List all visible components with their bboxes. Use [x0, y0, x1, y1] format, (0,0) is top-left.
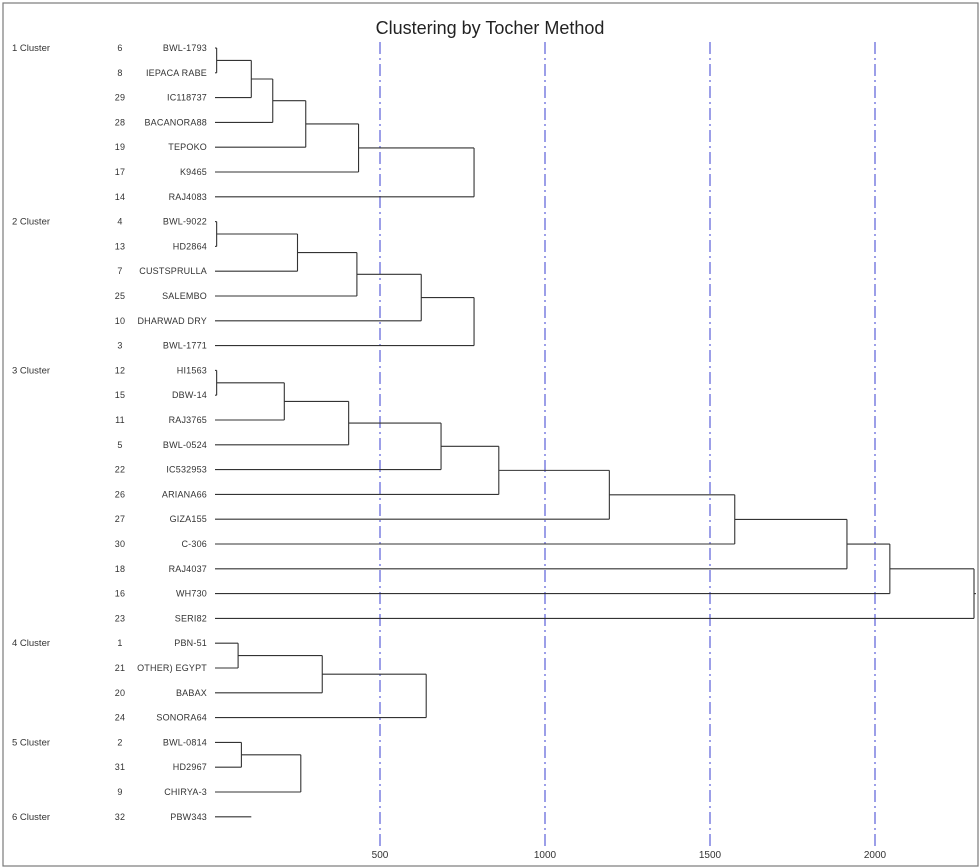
leaf-name: IC532953 [166, 465, 207, 475]
leaf-name: TEPOKO [168, 142, 207, 152]
leaf-id: 9 [117, 787, 122, 797]
leaf-name: GIZA155 [170, 514, 207, 524]
leaf-name: IEPACA RABE [146, 68, 207, 78]
leaf-name: RAJ4037 [169, 564, 207, 574]
cluster-label: 5 Cluster [12, 737, 50, 748]
leaf-id: 15 [115, 390, 125, 400]
leaf-id: 12 [115, 365, 125, 375]
leaf-id: 11 [115, 415, 125, 425]
leaf-id: 7 [117, 266, 122, 276]
leaf-name: WH730 [176, 589, 207, 599]
leaf-name: BACANORA88 [144, 117, 207, 127]
leaf-id: 24 [115, 713, 125, 723]
cluster-label: 4 Cluster [12, 638, 50, 649]
leaf-id: 4 [117, 217, 122, 227]
leaf-id: 8 [117, 68, 122, 78]
leaf-id: 27 [115, 514, 125, 524]
leaf-id: 23 [115, 613, 125, 623]
leaf-id: 20 [115, 688, 125, 698]
leaf-id: 3 [117, 341, 122, 351]
grid-lines [379, 42, 876, 848]
leaf-name: CHIRYA-3 [164, 787, 207, 797]
x-tick-label-1000: 1000 [534, 850, 557, 861]
chart-title: Clustering by Tocher Method [376, 18, 605, 38]
leaf-name: RAJ3765 [169, 415, 207, 425]
leaf-name: HD2967 [173, 762, 207, 772]
leaf-name: PBW343 [170, 812, 207, 822]
leaf-name: BWL-0524 [163, 440, 207, 450]
leaf-name: SALEMBO [162, 291, 207, 301]
leaf-name: OTHER) EGYPT [137, 663, 207, 673]
leaf-name: IC118737 [167, 93, 207, 103]
leaf-id: 29 [115, 93, 125, 103]
leaf-name: DHARWAD DRY [137, 316, 207, 326]
cluster-label: 3 Cluster [12, 365, 50, 376]
leaf-id: 21 [115, 663, 125, 673]
leaf-name: ARIANA66 [162, 489, 207, 499]
leaf-id: 31 [115, 762, 125, 772]
leaf-id: 6 [117, 43, 122, 53]
leaf-name: C-306 [181, 539, 207, 549]
leaf-id: 22 [115, 465, 125, 475]
leaf-name: BWL-1771 [163, 341, 207, 351]
leaf-name: SONORA64 [156, 713, 207, 723]
leaf-name: CUSTSPRULLA [139, 266, 207, 276]
leaf-name: HI1563 [177, 365, 207, 375]
x-tick-label-500: 500 [372, 850, 389, 861]
x-tick-label-1500: 1500 [699, 850, 722, 861]
leaf-id: 1 [117, 638, 122, 648]
leaf-name: PBN-51 [174, 638, 207, 648]
leaf-name: BWL-0814 [163, 737, 207, 747]
leaf-id: 19 [115, 142, 125, 152]
leaf-id: 18 [115, 564, 125, 574]
leaf-id: 16 [115, 589, 125, 599]
leaf-id: 30 [115, 539, 125, 549]
leaf-id: 17 [115, 167, 125, 177]
leaf-name: HD2864 [173, 241, 207, 251]
leaf-name: BWL-9022 [163, 217, 207, 227]
leaf-name: BABAX [176, 688, 207, 698]
cluster-label: 2 Cluster [12, 217, 50, 228]
leaf-id: 28 [115, 117, 125, 127]
leaf-id: 32 [115, 812, 125, 822]
leaf-name: BWL-1793 [163, 43, 207, 53]
leaf-name: SERI82 [175, 613, 207, 623]
leaf-name: DBW-14 [172, 390, 207, 400]
leaf-id: 26 [115, 489, 125, 499]
leaf-labels: 1 Cluster 2 Cluster 3 Cluster 4 Cluster 5 Cl… [12, 43, 207, 823]
cluster-label: 1 Cluster [12, 43, 50, 54]
leaf-id: 14 [115, 192, 125, 202]
leaf-id: 13 [115, 241, 125, 251]
leaf-id: 2 [117, 737, 122, 747]
leaf-id: 25 [115, 291, 125, 301]
x-axis-ticks: 500 1000 1500 2000 [372, 850, 887, 861]
leaf-name: RAJ4083 [169, 192, 207, 202]
leaf-name: K9465 [180, 167, 207, 177]
leaf-id: 5 [117, 440, 122, 450]
dendrogram-branches [215, 47, 976, 818]
cluster-label: 6 Cluster [12, 812, 50, 823]
x-tick-label-2000: 2000 [864, 850, 887, 861]
leaf-id: 10 [115, 316, 125, 326]
